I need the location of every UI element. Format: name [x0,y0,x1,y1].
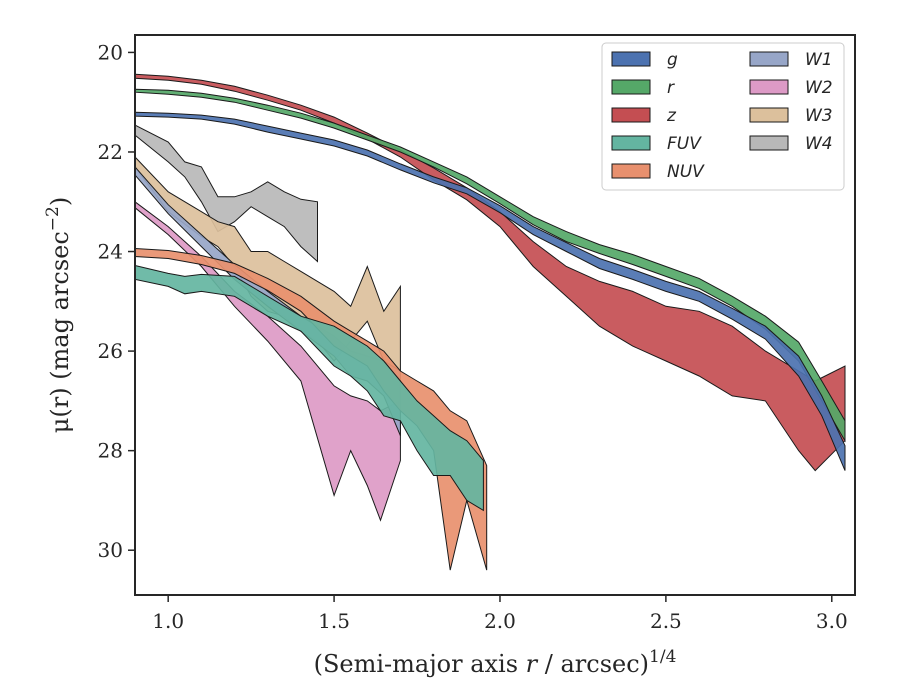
x-axis-label-part1: (Semi-major axis [314,650,526,678]
legend-swatch-w3 [749,107,789,123]
y-tick-label: 24 [98,240,123,264]
band-g [134,111,846,471]
y-axis-label-suffix: ) [46,197,74,206]
legend-label-w2: W2 [805,78,833,98]
legend-swatch-z [611,107,651,123]
legend-label-nuv: NUV [667,162,705,182]
y-tick-label: 30 [98,538,123,562]
plot-frame [134,34,856,596]
y-axis-label-superscript: −2 [43,206,63,231]
x-tick-label: 2.0 [484,609,516,633]
legend-swatch-w1 [749,51,789,67]
legend-swatch-g [611,51,651,67]
x-axis-label: (Semi-major axis r / arcsec)1/4 [314,647,677,678]
y-axis-ticks: 20 22 24 26 28 30 [98,40,135,562]
y-tick-label: 20 [98,40,123,64]
legend-label-w1: W1 [805,50,833,70]
band-w4 [134,124,318,263]
legend-swatch-fuv [611,135,651,151]
y-tick-label: 26 [98,339,123,363]
x-axis-label-superscript: 1/4 [649,647,676,667]
legend: grz FUV NUV W1 W2 W3 W4 [601,42,845,191]
legend-label-g: g [667,50,678,70]
legend-label-fuv: FUV [667,134,702,154]
legend-swatch-w4 [749,135,789,151]
legend-label-w4: W4 [805,134,833,154]
x-tick-label: 2.5 [650,609,682,633]
y-tick-label: 22 [98,140,123,164]
x-axis-label-part2: / arcsec) [537,650,649,678]
legend-swatch-nuv [611,163,651,179]
legend-label-r: r [667,78,675,98]
band-areas [134,73,846,571]
band-fuv [134,264,484,512]
x-tick-label: 1.5 [318,609,350,633]
x-axis-label-variable: r [526,650,539,678]
x-tick-label: 3.0 [816,609,848,633]
band-r [134,88,846,443]
legend-label-z: z [666,106,677,126]
y-axis-label-main: μ(r) (mag arcsec [46,231,74,433]
legend-swatch-w2 [749,79,789,95]
legend-swatch-r [611,79,651,95]
x-axis-ticks: 1.0 1.5 2.0 2.5 3.0 [152,595,848,633]
y-axis-label: μ(r) (mag arcsec−2) [43,197,74,433]
y-tick-label: 28 [98,439,123,463]
x-tick-label: 1.0 [152,609,184,633]
legend-label-w3: W3 [805,106,833,126]
